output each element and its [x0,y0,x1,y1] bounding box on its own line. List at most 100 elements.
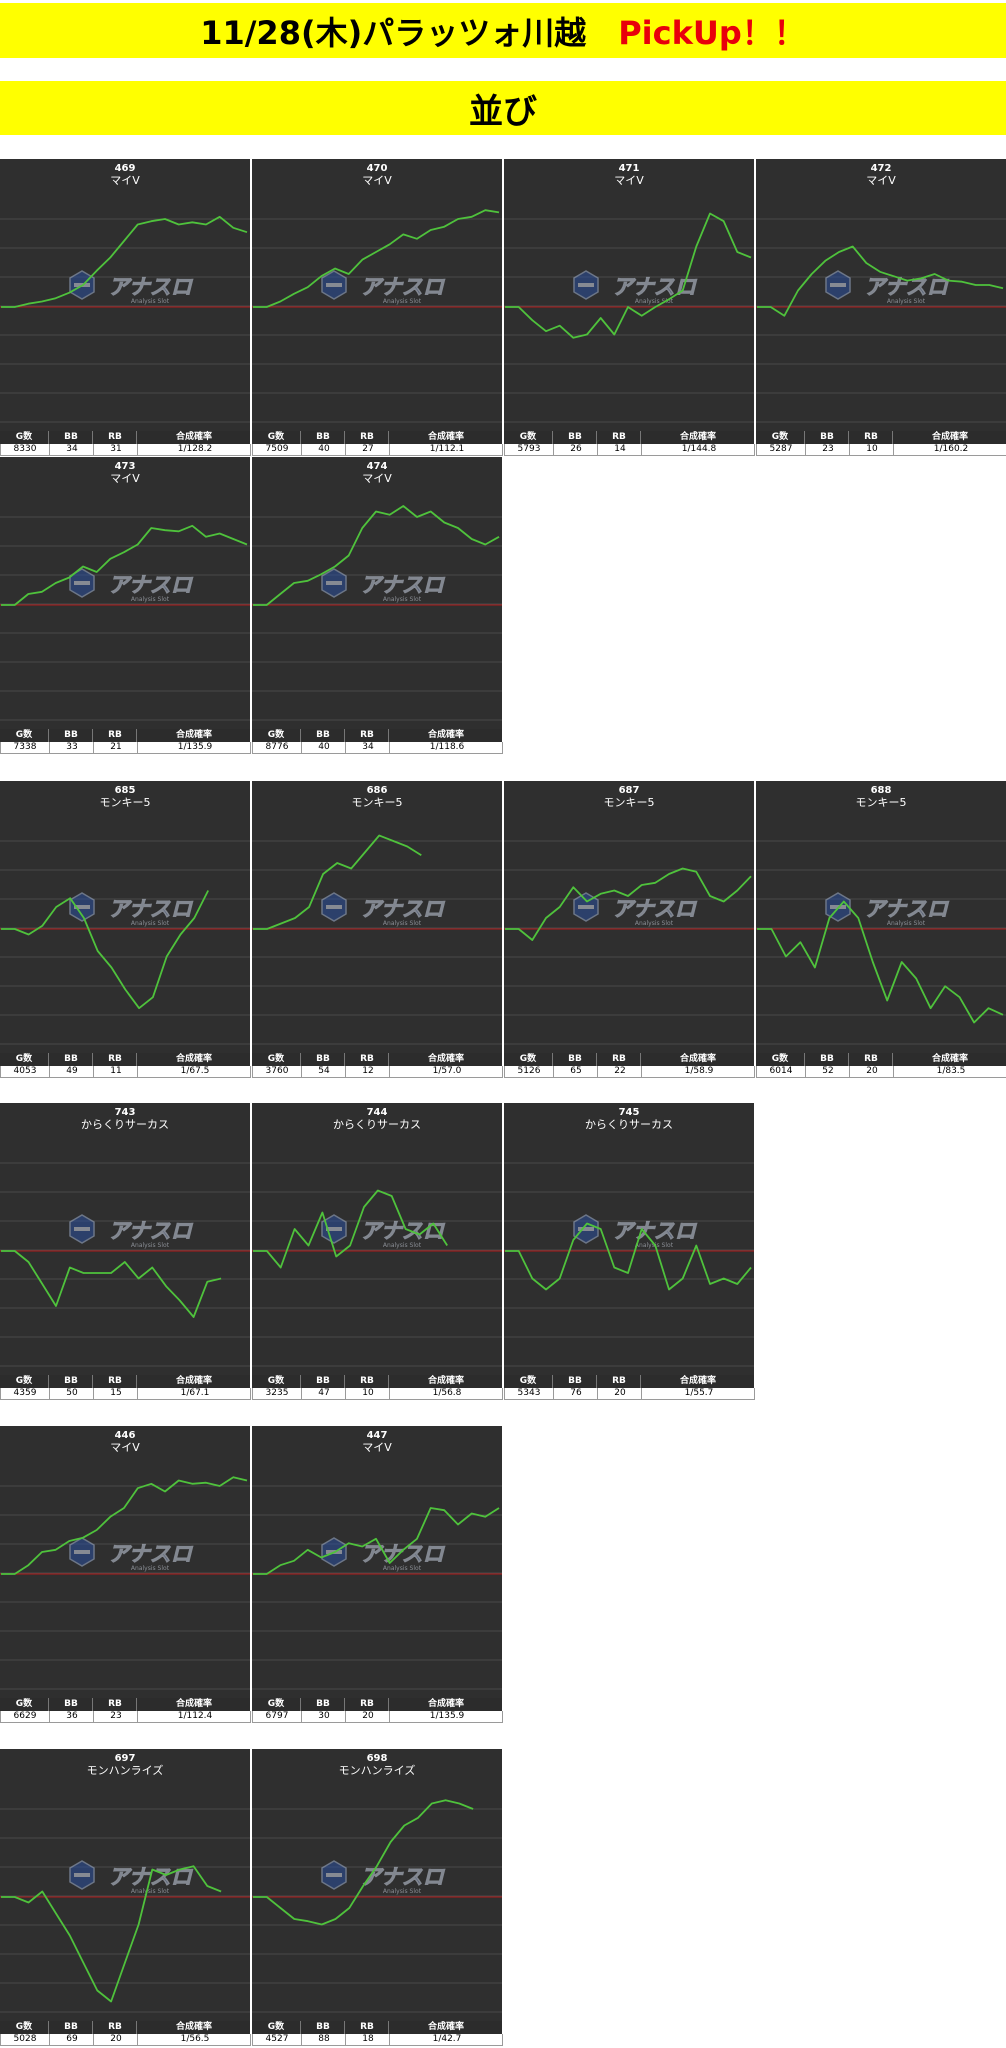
bb-label: BB [552,1053,597,1066]
machine-name: マイV [362,472,392,485]
bb-value: 30 [301,1711,346,1722]
stats-header: G数 BB RB 合成確率 [504,431,754,444]
diff-line [253,209,500,308]
bb-value: 33 [49,742,94,753]
machine-number: 697 [115,1753,136,1764]
bb-label: BB [48,729,93,742]
watermark-brand: アナスロ [360,573,446,597]
stats-values: 5028 69 20 1/56.5 [0,2034,251,2046]
chart-background [252,781,502,1053]
rate-value: 1/135.9 [137,742,252,753]
watermark-sub: Analysis Slot [383,1888,422,1895]
stats-table: G数 BB RB 合成確率 7509 40 27 1/112.1 [252,431,503,456]
stats-values: 4527 88 18 1/42.7 [252,2034,503,2046]
games-label: G数 [267,1699,285,1709]
watermark-sub: Analysis Slot [131,596,170,603]
games-label: G数 [519,1054,537,1064]
watermark-sub: Analysis Slot [635,920,674,927]
bb-value: 36 [49,1711,94,1722]
rate-label: 合成確率 [388,1053,503,1066]
games-label: G数 [267,730,285,740]
games-label: G数 [15,432,33,442]
watermark-brand: アナスロ [864,897,950,921]
machine-name: マイV [362,1441,392,1454]
machine-name: マイV [110,1441,140,1454]
games-label: G数 [267,1054,285,1064]
machine-chart-745: アナスロ Analysis Slot 745 からくりサーカス G数 BB RB 合成確率 53… [504,1103,755,1400]
rb-label: RB [596,1375,641,1388]
machine-name: モンキー5 [100,796,151,809]
stats-values: 6797 30 20 1/135.9 [252,1711,503,1723]
rb-label: RB [92,1053,137,1066]
rb-value: 10 [849,444,894,455]
machine-number: 698 [367,1753,388,1764]
games-value: 3235 [265,1388,289,1398]
machine-name: マイV [362,174,392,187]
rate-value: 1/112.4 [137,1711,252,1722]
stats-header: G数 BB RB 合成確率 [756,1053,1006,1066]
rate-value: 1/67.5 [137,1066,252,1077]
stats-header: G数 BB RB 合成確率 [252,729,502,742]
rate-value: 1/118.6 [389,742,504,753]
rate-label: 合成確率 [388,431,503,444]
rate-label: 合成確率 [640,1375,755,1388]
watermark-brand: アナスロ [360,1542,446,1566]
rb-value: 18 [345,2034,390,2045]
machine-name: からくりサーカス [585,1118,673,1131]
stats-header: G数 BB RB 合成確率 [504,1053,754,1066]
machine-name: モンキー5 [604,796,655,809]
rb-label: RB [344,729,389,742]
rate-value: 1/144.8 [641,444,756,455]
machine-name: からくりサーカス [81,1118,169,1131]
rate-label: 合成確率 [388,729,503,742]
chart-background [0,1103,250,1375]
bb-value: 40 [301,742,346,753]
games-value: 4053 [13,1066,37,1076]
rb-label: RB [596,431,641,444]
title-banner: 11/28(木)パラッツォ川越 PickUp！！ [0,3,1006,58]
stats-header: G数 BB RB 合成確率 [0,2021,250,2034]
stats-header: G数 BB RB 合成確率 [252,2021,502,2034]
diff-line [757,245,1004,317]
stats-table: G数 BB RB 合成確率 8330 34 31 1/128.2 [0,431,251,456]
machine-number: 688 [871,785,892,796]
machine-name: モンキー5 [352,796,403,809]
watermark-brand: アナスロ [360,1865,446,1889]
chart-background [0,781,250,1053]
watermark-sub: Analysis Slot [887,298,926,305]
machine-number: 473 [115,461,136,472]
stats-table: G数 BB RB 合成確率 5793 26 14 1/144.8 [504,431,756,456]
machine-chart-446: アナスロ Analysis Slot 446 マイV G数 BB RB 合成確率 6629 36 2… [0,1426,251,1723]
rate-label: 合成確率 [136,2021,251,2034]
diff-line [1,524,248,606]
stats-table: G数 BB RB 合成確率 4359 50 15 1/67.1 [0,1375,251,1400]
diff-line [1,1250,222,1318]
games-label: G数 [15,1699,33,1709]
stats-values: 4053 49 11 1/67.5 [0,1066,251,1078]
chart-background [0,1749,250,2021]
diff-line [1,890,210,1010]
games-label: G数 [267,1376,285,1386]
games-value: 3760 [265,1066,289,1076]
stats-table: G数 BB RB 合成確率 5028 69 20 1/56.5 [0,2021,251,2046]
rate-value: 1/57.0 [389,1066,504,1077]
stats-values: 3760 54 12 1/57.0 [252,1066,503,1078]
machine-name: マイV [110,174,140,187]
rate-label: 合成確率 [136,1053,251,1066]
stats-values: 6014 52 20 1/83.5 [756,1066,1006,1078]
stats-values: 6629 36 23 1/112.4 [0,1711,251,1723]
rb-value: 14 [597,444,642,455]
bb-value: 23 [805,444,850,455]
rb-label: RB [596,1053,641,1066]
bb-label: BB [300,1698,345,1711]
bb-label: BB [552,431,597,444]
machine-chart-698: アナスロ Analysis Slot 698 モンハンライズ G数 BB RB 合成確率 452… [252,1749,503,2046]
machine-number: 472 [871,163,892,174]
